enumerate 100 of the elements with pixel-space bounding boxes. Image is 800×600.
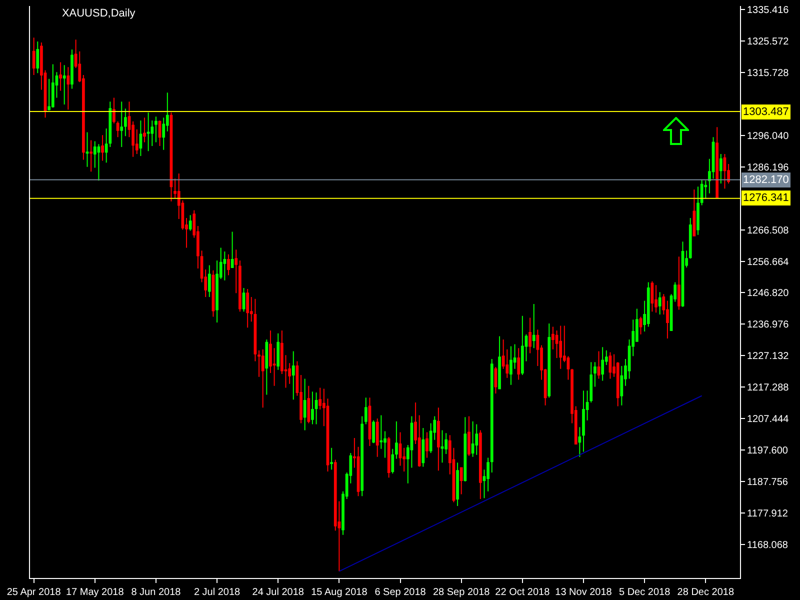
y-tick-label: 1325.572: [747, 36, 790, 48]
candlestick: [723, 154, 726, 190]
candlestick: [582, 390, 585, 452]
candlestick: [59, 62, 62, 92]
candlestick: [456, 462, 459, 507]
candlestick: [36, 40, 40, 74]
candlestick: [124, 108, 127, 137]
candlestick: [597, 350, 600, 380]
candlestick: [528, 317, 532, 354]
candlestick: [188, 214, 192, 232]
y-tick-label: 1168.068: [747, 540, 788, 552]
x-tick-label: 25 Apr 2018: [6, 587, 62, 598]
candlestick: [376, 418, 379, 458]
candlestick: [520, 315, 524, 376]
candlestick: [677, 256, 680, 310]
candlestick: [468, 416, 470, 456]
candlestick: [212, 270, 215, 318]
y-tick-label: 1197.600: [747, 446, 788, 457]
candlestick: [395, 420, 398, 460]
x-tick-label: 5 Dec 2018: [618, 587, 671, 598]
candlestick: [303, 378, 306, 431]
candlestick: [440, 430, 444, 464]
candlestick: [594, 362, 596, 388]
candlestick: [601, 346, 604, 382]
x-tick-label: 15 Aug 2018: [311, 587, 368, 598]
candlestick: [311, 391, 314, 425]
candlestick: [548, 322, 551, 398]
candlestick: [116, 120, 120, 138]
y-tick-label: 1246.820: [747, 288, 790, 300]
candlestick: [223, 251, 226, 281]
candlestick: [146, 112, 150, 152]
candlestick: [559, 325, 562, 370]
candlestick: [230, 231, 234, 268]
x-tick-label: 24 Jul 2018: [252, 587, 304, 598]
candlestick: [62, 64, 66, 105]
candlestick: [716, 126, 719, 199]
candlestick: [66, 66, 70, 110]
candlestick: [246, 288, 250, 328]
y-tick-label: 1266.508: [747, 225, 790, 236]
candlestick: [234, 249, 238, 294]
y-tick-label: 1256.664: [747, 256, 790, 268]
candlestick: [639, 316, 642, 335]
candlestick: [494, 366, 498, 394]
y-tick-label: 1286.196: [747, 162, 790, 174]
candlestick: [658, 292, 662, 316]
candlestick: [422, 428, 425, 468]
x-tick-label: 6 Sep 2018: [374, 587, 426, 598]
candlestick: [265, 338, 268, 396]
candlestick: [517, 348, 520, 380]
candlestick: [254, 298, 257, 362]
candlestick: [154, 116, 158, 143]
ref-line-label: 1282.170: [743, 174, 789, 186]
candlestick: [532, 303, 536, 349]
y-tick-label: 1207.444: [747, 414, 790, 426]
candlestick: [387, 436, 390, 478]
candlestick: [101, 134, 104, 162]
candlestick: [654, 284, 658, 314]
y-tick-label: 1296.040: [747, 130, 790, 142]
candlestick: [426, 432, 428, 458]
y-tick-label: 1187.756: [747, 477, 788, 488]
candlestick: [372, 420, 375, 444]
candlestick: [143, 117, 146, 143]
x-tick-label: 28 Dec 2018: [677, 587, 734, 598]
y-tick-label: 1177.912: [747, 508, 788, 520]
candlestick: [650, 280, 654, 312]
candlestick: [391, 448, 394, 474]
candlestick: [90, 140, 93, 172]
x-tick-label: 28 Sep 2018: [432, 587, 490, 598]
candlestick: [692, 189, 696, 236]
candlestick: [307, 385, 310, 424]
candlestick: [696, 186, 700, 236]
y-tick-label: 1335.416: [747, 4, 790, 16]
candlestick: [719, 154, 722, 184]
candlestick: [646, 282, 650, 328]
candlestick: [158, 120, 162, 147]
x-tick-label: 17 May 2018: [66, 587, 124, 598]
candlestick: [86, 132, 89, 168]
ref-line-label: 1276.341: [743, 192, 789, 204]
x-tick-label: 2 Jul 2018: [194, 587, 241, 598]
candlestick: [139, 120, 142, 156]
candlestick: [578, 426, 582, 458]
candlestick: [608, 352, 612, 380]
candlestick: [276, 332, 280, 370]
candlestick: [478, 430, 482, 500]
candlestick: [120, 101, 124, 148]
candlestick: [261, 348, 264, 408]
candlestick: [364, 397, 368, 425]
candlestick: [112, 97, 116, 124]
candlestick: [464, 416, 467, 482]
candlestick: [700, 179, 704, 206]
candlestick: [490, 358, 494, 473]
ref-line-label: 1303.487: [743, 106, 789, 118]
candlestick: [368, 397, 372, 446]
y-tick-label: 1227.132: [747, 351, 790, 362]
candlestick: [292, 350, 295, 400]
x-tick-label: 13 Nov 2018: [555, 587, 612, 598]
y-tick-label: 1236.976: [747, 320, 790, 331]
candlestick: [437, 407, 440, 472]
candlestick: [97, 144, 100, 182]
candlestick: [688, 217, 692, 260]
